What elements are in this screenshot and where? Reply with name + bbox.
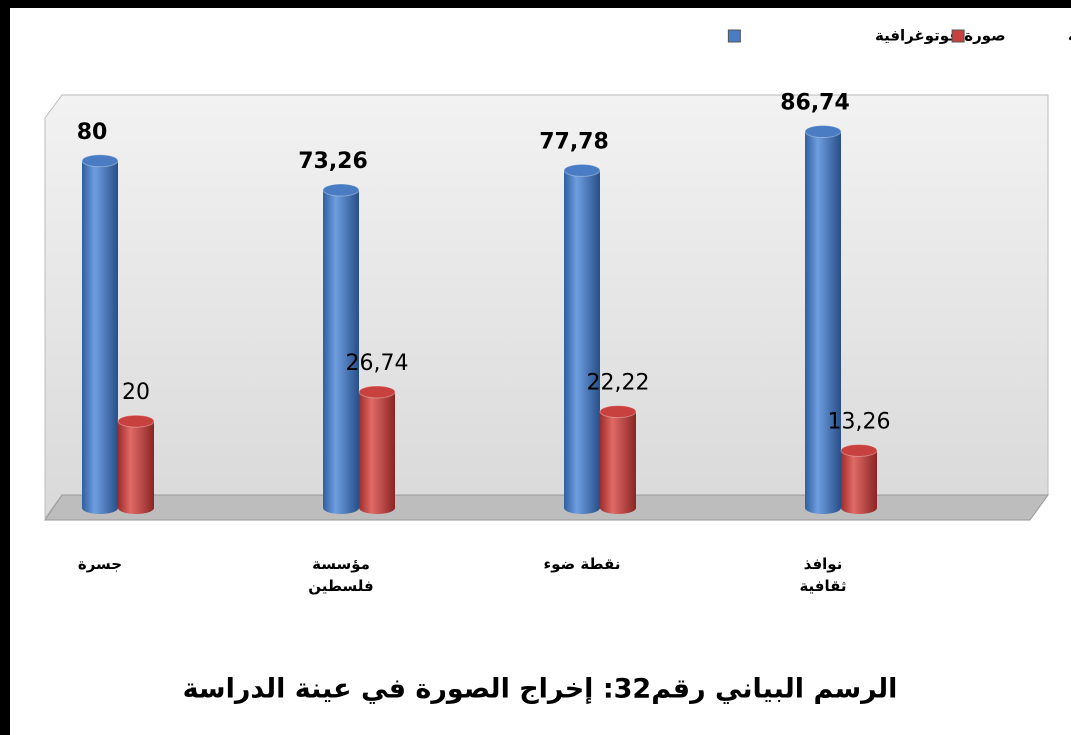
floor: [44, 494, 1049, 521]
bar-base: [564, 502, 600, 514]
data-label: 26,74: [346, 351, 409, 376]
data-label: 77,78: [539, 129, 609, 154]
bar-cap: [804, 125, 842, 139]
chart-title: الرسم البياني رقم32: إخراج الصورة في عين…: [183, 674, 898, 705]
data-label: 86,74: [780, 91, 850, 116]
bar: [805, 131, 841, 508]
legend-label: صورة مصممة: [1068, 27, 1071, 45]
data-label: 73,26: [298, 149, 368, 174]
bar-cap: [322, 183, 360, 197]
bar-cap: [840, 443, 878, 457]
bar-base: [600, 502, 636, 514]
x-tick-label: نقطة ضوء: [543, 555, 621, 573]
bar: [359, 391, 395, 508]
bar-cap: [358, 385, 396, 399]
bar-cap: [599, 405, 637, 419]
legend-swatch: [951, 29, 965, 43]
x-tick-label: نوافذ ثقافية: [799, 555, 847, 595]
back-wall: [44, 94, 1049, 520]
bar-cap: [563, 163, 601, 177]
bar: [323, 190, 359, 508]
bar-base: [118, 502, 154, 514]
legend-label: صورة فوتوغرافية: [875, 27, 1006, 45]
data-label: 22,22: [587, 371, 650, 396]
bar-base: [82, 502, 118, 514]
bar: [841, 450, 877, 508]
bar: [564, 170, 600, 508]
bar: [82, 160, 118, 509]
x-tick-label: جسرة: [77, 555, 123, 573]
bar-base: [805, 502, 841, 514]
bar-cap: [81, 154, 119, 168]
x-tick-label: مؤسسة فلسطين: [308, 555, 374, 595]
bar-base: [841, 502, 877, 514]
data-label: 80: [77, 120, 108, 145]
bar: [600, 411, 636, 508]
bar-cap: [117, 414, 155, 428]
bar: [118, 421, 154, 508]
data-label: 20: [122, 380, 150, 405]
bar-base: [323, 502, 359, 514]
data-label: 13,26: [828, 409, 891, 434]
bar-base: [359, 502, 395, 514]
legend-swatch: [727, 29, 741, 43]
